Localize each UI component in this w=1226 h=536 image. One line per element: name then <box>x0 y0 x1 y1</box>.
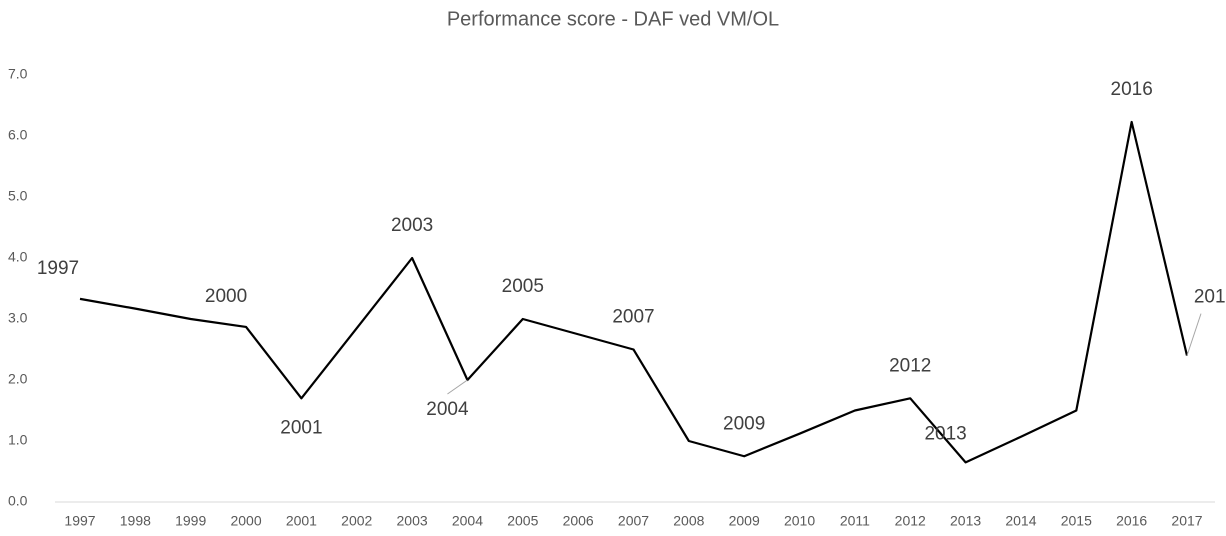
x-tick-label: 1997 <box>64 513 95 529</box>
x-tick-label: 2014 <box>1005 513 1036 529</box>
x-tick-label: 2012 <box>895 513 926 529</box>
point-label: 2009 <box>723 413 765 434</box>
chart-title: Performance score - DAF ved VM/OL <box>447 8 779 30</box>
x-tick-label: 2001 <box>286 513 317 529</box>
x-tick-label: 2006 <box>563 513 594 529</box>
y-tick-label: 4.0 <box>8 249 28 265</box>
point-label: 2004 <box>426 399 469 420</box>
x-tick-label: 2008 <box>673 513 704 529</box>
x-tick-label: 2011 <box>840 513 870 529</box>
point-label: 2007 <box>612 307 654 328</box>
y-tick-label: 2.0 <box>8 371 28 387</box>
x-tick-label: 2015 <box>1061 513 1092 529</box>
x-tick-label: 1999 <box>175 513 206 529</box>
line <box>79 120 1189 464</box>
y-tick-label: 0.0 <box>8 493 28 509</box>
x-tick-label: 2007 <box>618 513 649 529</box>
x-tick-label: 2004 <box>452 513 483 529</box>
point-label: 2012 <box>889 355 931 376</box>
point-label: 2000 <box>205 286 247 307</box>
x-tick-label: 2005 <box>507 513 538 529</box>
point-label: 2013 <box>924 423 966 444</box>
y-tick-label: 7.0 <box>8 66 28 82</box>
x-tick-label: 2010 <box>784 513 815 529</box>
x-tick-label: 2009 <box>729 513 760 529</box>
y-tick-label: 6.0 <box>8 127 28 143</box>
x-tick-label: 2016 <box>1116 513 1147 529</box>
leader-line <box>447 379 468 395</box>
x-tick-label: 2013 <box>950 513 981 529</box>
point-label: 2001 <box>280 417 322 438</box>
x-tick-label: 1998 <box>120 513 151 529</box>
x-tick-label: 2000 <box>230 513 261 529</box>
point-label: 1997 <box>37 258 79 279</box>
x-tick-label: 2003 <box>397 513 428 529</box>
point-label: 2016 <box>1111 79 1153 100</box>
y-tick-label: 3.0 <box>8 310 28 326</box>
point-label: 2003 <box>391 215 433 236</box>
point-label: 2017 <box>1194 287 1226 308</box>
x-tick-label: 2002 <box>341 513 372 529</box>
y-tick-label: 5.0 <box>8 188 28 204</box>
leader-line <box>1186 313 1202 356</box>
point-label: 2005 <box>502 276 544 297</box>
y-tick-label: 1.0 <box>8 432 28 448</box>
x-tick-label: 2017 <box>1171 513 1202 529</box>
